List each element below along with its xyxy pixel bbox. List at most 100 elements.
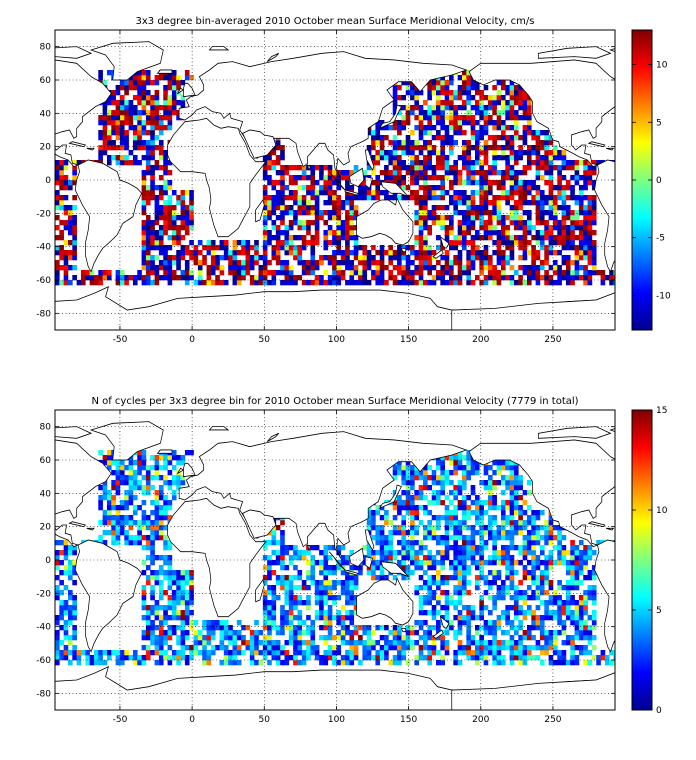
bin-cell <box>379 155 385 161</box>
x-tick-label: 0 <box>189 335 195 345</box>
bin-cell <box>310 210 316 216</box>
bin-cell <box>449 200 454 206</box>
bin-cell <box>202 245 207 251</box>
bin-cell <box>63 600 69 606</box>
bin-cell <box>375 280 381 286</box>
bin-cell <box>353 630 359 636</box>
bin-cell <box>487 485 493 491</box>
bin-cell <box>462 605 467 611</box>
bin-cell <box>548 525 554 531</box>
bin-cell <box>462 580 467 586</box>
bin-cell <box>423 505 428 511</box>
bin-cell <box>202 645 207 651</box>
bin-cell <box>310 240 316 246</box>
bin-cell <box>124 145 129 151</box>
bin-cell <box>591 645 597 651</box>
bin-cell <box>262 205 268 211</box>
bin-cell <box>154 605 160 611</box>
bin-cell <box>93 655 99 661</box>
bin-cell <box>561 210 567 216</box>
bin-cell <box>570 175 575 181</box>
bin-cell <box>427 500 432 506</box>
bin-cell <box>565 210 571 216</box>
bin-cell <box>267 575 272 581</box>
bin-cell <box>150 605 155 611</box>
bin-cell <box>466 255 471 261</box>
bin-cell <box>401 500 407 506</box>
bin-cell <box>310 545 316 551</box>
bin-cell <box>453 565 458 571</box>
bin-cell <box>466 75 471 81</box>
bin-cell <box>570 165 575 171</box>
bin-cell <box>535 530 541 536</box>
bin-cell <box>583 555 588 561</box>
bin-cell <box>496 210 502 216</box>
bin-cell <box>232 245 238 251</box>
bin-cell <box>565 565 571 571</box>
bin-cell <box>176 635 181 641</box>
bin-cell <box>449 185 454 191</box>
bin-cell <box>561 150 567 156</box>
bin-cell <box>522 195 528 201</box>
bin-cell <box>314 645 320 651</box>
bin-cell <box>557 250 562 256</box>
bin-cell <box>570 210 575 216</box>
bin-cell <box>548 580 554 586</box>
bin-cell <box>440 590 445 596</box>
bin-cell <box>392 155 398 161</box>
bin-cell <box>453 485 458 491</box>
bin-cell <box>362 265 368 271</box>
bin-cell <box>59 250 64 256</box>
bin-cell <box>531 555 536 561</box>
bin-cell <box>67 565 73 571</box>
bin-cell <box>141 280 147 286</box>
bin-cell <box>176 85 181 91</box>
bin-cell <box>548 190 554 196</box>
bin-cell <box>128 80 134 86</box>
bin-cell <box>518 135 523 141</box>
bin-cell <box>591 215 597 221</box>
bin-cell <box>111 115 116 121</box>
bin-cell <box>397 495 402 501</box>
bin-cell <box>405 90 411 96</box>
bin-cell <box>349 225 355 231</box>
bin-cell <box>371 145 376 151</box>
bin-cell <box>371 630 376 636</box>
bin-cell <box>462 575 467 581</box>
bin-cell <box>254 250 259 256</box>
bin-cell <box>440 150 445 156</box>
bin-cell <box>483 580 489 586</box>
bin-cell <box>327 615 333 621</box>
bin-cell <box>171 205 177 211</box>
bin-cell <box>509 80 515 86</box>
bin-cell <box>479 505 484 511</box>
bin-cell <box>349 635 355 641</box>
bin-cell <box>55 190 60 196</box>
bin-cell <box>449 195 454 201</box>
bin-cell <box>141 125 147 131</box>
bin-cell <box>418 125 424 131</box>
bin-cell <box>132 95 138 101</box>
bin-cell <box>392 265 398 271</box>
bin-cell <box>457 580 463 586</box>
bin-cell <box>141 600 147 606</box>
bin-cell <box>392 500 398 506</box>
bin-cell <box>358 185 363 191</box>
bin-cell <box>262 170 268 176</box>
bin-cell <box>353 235 359 241</box>
bin-cell <box>98 535 103 541</box>
bin-cell <box>366 255 372 261</box>
bin-cell <box>423 160 428 166</box>
bin-cell <box>397 165 402 171</box>
bin-cell <box>509 620 515 626</box>
bin-cell <box>366 640 372 646</box>
bin-cell <box>535 280 541 286</box>
bin-cell <box>457 220 463 226</box>
bin-cell <box>392 490 398 496</box>
bin-cell <box>436 620 441 626</box>
bin-cell <box>449 510 454 516</box>
bin-cell <box>462 485 467 491</box>
bin-cell <box>431 105 437 111</box>
bin-cell <box>319 255 324 261</box>
bin-cell <box>392 150 398 156</box>
